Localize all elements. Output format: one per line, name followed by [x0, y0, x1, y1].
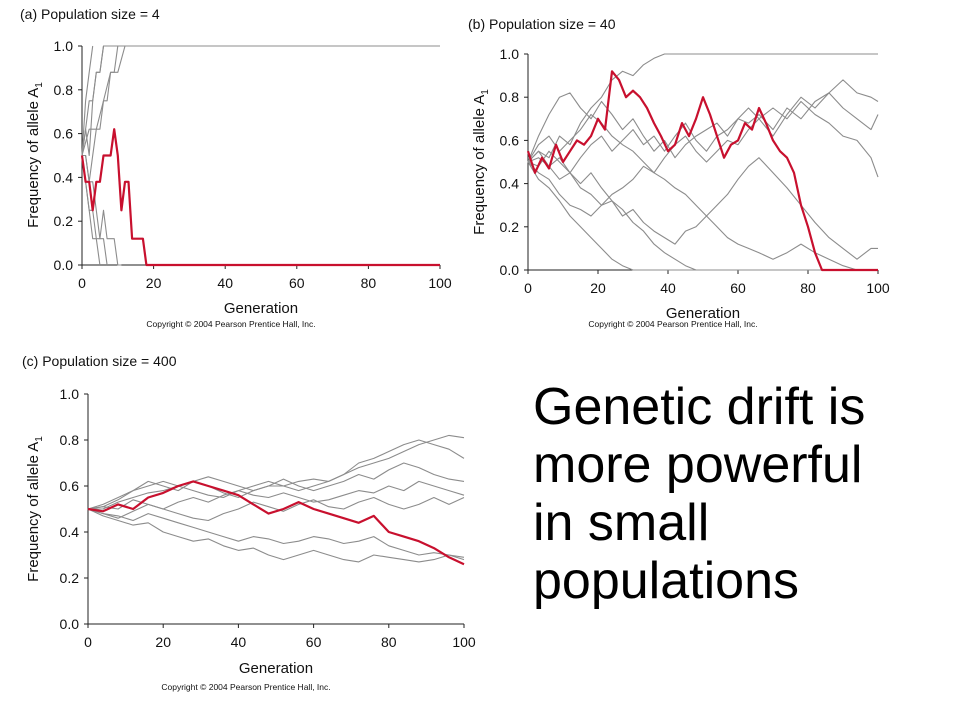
x-tick-label: 0 — [78, 275, 86, 291]
highlight-series-line — [80, 128, 440, 267]
series-line — [81, 45, 94, 156]
panel-title: (b) Population size = 40 — [468, 16, 616, 32]
x-tick-label: 40 — [231, 634, 247, 650]
panel-title: (a) Population size = 4 — [20, 6, 160, 22]
series-line — [527, 53, 878, 163]
y-tick-label: 0.2 — [500, 219, 520, 235]
series-line — [87, 462, 465, 510]
x-tick-label: 80 — [800, 280, 816, 296]
series-line — [87, 434, 465, 510]
y-axis-label-text: Frequency of allele A — [25, 442, 42, 582]
y-tick-label: 0.8 — [54, 82, 74, 98]
series-line — [527, 161, 878, 271]
y-axis-label-subscript: 1 — [34, 436, 45, 442]
y-axis-label: Frequency of allele A1 — [25, 82, 45, 228]
y-axis-label-text: Frequency of allele A — [25, 88, 42, 228]
y-tick-label: 0.4 — [60, 524, 80, 540]
y-tick-label: 0.6 — [54, 126, 74, 142]
y-tick-label: 0.6 — [500, 132, 520, 148]
y-axis-label-subscript: 1 — [34, 82, 45, 88]
series-line — [87, 508, 465, 561]
y-tick-label: 0.8 — [500, 89, 520, 105]
y-tick-label: 0.8 — [60, 432, 80, 448]
y-tick-label: 0.0 — [54, 257, 74, 273]
caption-line-3: in small — [533, 494, 710, 552]
series-line — [81, 45, 440, 157]
x-tick-label: 20 — [146, 275, 162, 291]
x-axis-label: Generation — [239, 660, 313, 677]
panel-title: (c) Population size = 400 — [22, 353, 177, 369]
panel-b: (b) Population size = 40 0.0 0.2 0.4 0.6 0.8 1… — [468, 16, 890, 329]
copyright-note: Copyright © 2004 Pearson Prentice Hall, … — [161, 682, 330, 692]
x-tick-label: 0 — [524, 280, 532, 296]
y-tick-label: 1.0 — [500, 46, 520, 62]
x-tick-label: 80 — [361, 275, 377, 291]
x-tick-label: 60 — [289, 275, 305, 291]
series-line — [87, 508, 465, 563]
highlight-series-line — [87, 480, 465, 566]
x-tick-label: 100 — [428, 275, 452, 291]
y-tick-label: 0.6 — [60, 478, 80, 494]
highlight-series-line — [526, 70, 878, 272]
series-line — [81, 155, 122, 266]
x-tick-label: 100 — [866, 280, 890, 296]
panel-a: (a) Population size = 4 0.0 0.2 0.4 0.6 0.8 1.… — [20, 6, 452, 329]
series-line — [88, 439, 465, 510]
x-tick-label: 40 — [217, 275, 233, 291]
series-line — [527, 157, 878, 260]
panel-c: (c) Population size = 400 0.0 0.2 0.4 0.6 0.8… — [22, 353, 476, 692]
copyright-note: Copyright © 2004 Pearson Prentice Hall, … — [146, 319, 315, 329]
y-tick-label: 0.0 — [60, 616, 80, 632]
y-tick-label: 0.2 — [54, 213, 74, 229]
series-line — [527, 100, 879, 178]
y-tick-label: 0.4 — [54, 169, 74, 185]
series-line — [527, 161, 878, 271]
y-tick-label: 0.4 — [500, 176, 520, 192]
x-tick-label: 60 — [730, 280, 746, 296]
x-tick-label: 80 — [381, 634, 397, 650]
series-line — [87, 496, 465, 522]
y-tick-label: 0.0 — [500, 262, 520, 278]
caption: Genetic drift is more powerful in small … — [533, 378, 953, 610]
y-tick-label: 1.0 — [60, 386, 80, 402]
y-tick-label: 0.2 — [60, 570, 80, 586]
series-line — [527, 79, 879, 163]
y-axis-label: Frequency of allele A1 — [471, 89, 491, 235]
series-line — [527, 150, 878, 271]
x-axis-label: Generation — [224, 300, 298, 317]
y-tick-label: 1.0 — [54, 38, 74, 54]
series-line — [81, 45, 133, 156]
series-line — [527, 92, 879, 174]
x-tick-label: 100 — [452, 634, 476, 650]
copyright-note: Copyright © 2004 Pearson Prentice Hall, … — [588, 319, 757, 329]
x-axis-label: Generation — [666, 305, 740, 322]
x-tick-label: 20 — [155, 634, 171, 650]
x-tick-label: 40 — [660, 280, 676, 296]
caption-line-1: Genetic drift is — [533, 378, 866, 436]
x-tick-label: 0 — [84, 634, 92, 650]
caption-line-4: populations — [533, 552, 799, 610]
y-axis-label: Frequency of allele A1 — [25, 436, 45, 582]
y-axis-label-subscript: 1 — [480, 89, 491, 95]
x-tick-label: 60 — [306, 634, 322, 650]
y-axis-label-text: Frequency of allele A — [471, 95, 488, 235]
x-tick-label: 20 — [590, 280, 606, 296]
caption-line-2: more powerful — [533, 436, 863, 494]
